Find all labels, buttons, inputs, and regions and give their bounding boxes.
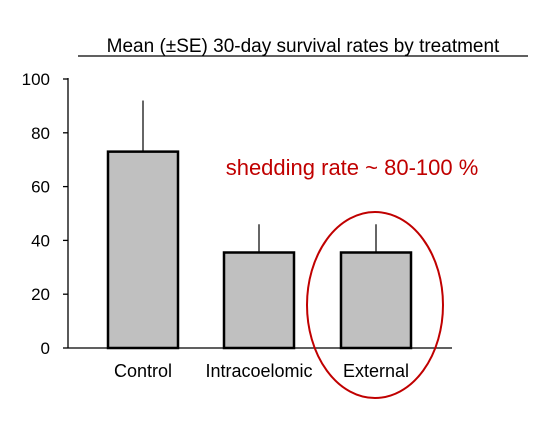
- y-tick-label: 60: [31, 178, 50, 197]
- category-label: Control: [114, 361, 172, 381]
- y-tick-label: 40: [31, 231, 50, 250]
- highlight-ellipse: [306, 211, 444, 399]
- category-label: External: [343, 361, 409, 381]
- y-tick-label: 0: [41, 339, 50, 358]
- chart-title: Mean (±SE) 30-day survival rates by trea…: [107, 36, 500, 57]
- bar-external: [339, 251, 413, 350]
- y-tick-label: 80: [31, 124, 50, 143]
- bar-intracoelomic: [222, 251, 296, 350]
- bar-control: [106, 150, 180, 350]
- y-tick-label: 100: [22, 70, 50, 89]
- category-label: Intracoelomic: [205, 361, 312, 381]
- y-tick-label: 20: [31, 285, 50, 304]
- shedding-rate-annotation: shedding rate ~ 80-100 %: [226, 155, 479, 180]
